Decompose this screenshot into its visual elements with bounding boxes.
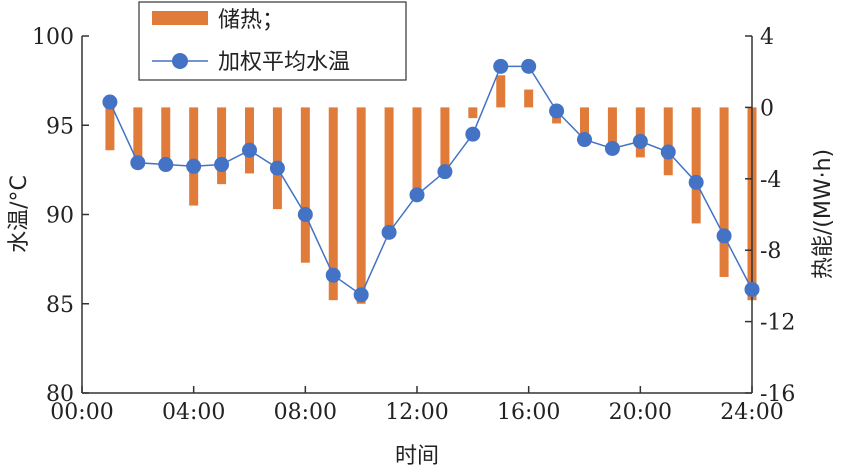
water-temp-point <box>325 267 341 283</box>
water-temp-point <box>632 133 648 149</box>
water-temp-point <box>577 132 592 148</box>
water-temp-point <box>549 103 565 119</box>
y-left-tick-label: 90 <box>46 204 74 229</box>
water-temp-point <box>102 94 118 110</box>
y-left-tick-label: 100 <box>32 25 74 50</box>
water-temp-point <box>465 126 481 142</box>
y-right-tick-label: -16 <box>760 382 795 407</box>
water-temp-point <box>493 58 509 74</box>
bars-layer <box>105 75 757 304</box>
water-temp-point <box>381 224 397 240</box>
x-tick-label: 20:00 <box>609 400 672 425</box>
water-temp-point <box>242 142 257 158</box>
legend-bar-swatch <box>152 11 208 25</box>
water-temp-point <box>158 157 174 173</box>
storage-bar <box>412 107 422 197</box>
storage-bar <box>496 75 506 108</box>
storage-bar <box>245 107 254 174</box>
ticks-layer: 00:00 04:00 08:00 12:00 16:00 20:00 24:00 80 85 9… <box>32 25 795 425</box>
x-tick-label: 00:00 <box>50 400 113 425</box>
x-tick-label: 08:00 <box>274 400 337 425</box>
water-temp-point <box>186 158 202 174</box>
axes-layer <box>81 36 753 394</box>
legend-line-marker <box>172 53 188 69</box>
storage-bar <box>356 107 366 304</box>
storage-bar <box>300 107 310 263</box>
legend: 储热； 加权平均水温 <box>138 1 407 81</box>
y-left-tick-label: 95 <box>46 114 74 139</box>
y-right-tick-label: -8 <box>760 239 781 264</box>
line-layer <box>102 58 760 303</box>
storage-bar <box>440 107 450 169</box>
storage-bar <box>691 107 701 224</box>
storage-bar <box>217 107 227 185</box>
y-right-axis-title: 热能/(MW·h) <box>811 149 836 279</box>
water-temp-point <box>521 58 537 74</box>
y-right-tick-label: 4 <box>760 25 774 50</box>
storage-bar <box>328 107 338 301</box>
legend-line-label: 加权平均水温 <box>218 50 350 75</box>
y-left-tick-label: 80 <box>46 382 74 407</box>
storage-bar <box>384 107 394 227</box>
water-temp-point <box>409 187 425 203</box>
storage-bar <box>468 107 478 119</box>
water-temp-point <box>214 157 230 173</box>
storage-bar <box>580 107 589 140</box>
y-right-tick-label: -4 <box>760 168 781 193</box>
water-temp-point <box>353 287 369 303</box>
water-temp-point <box>130 155 146 171</box>
y-right-tick-label: -12 <box>760 311 795 336</box>
y-left-tick-label: 85 <box>46 293 74 318</box>
water-temp-point <box>604 140 620 156</box>
water-temp-point <box>297 207 313 222</box>
water-temp-point <box>269 160 285 176</box>
storage-bar <box>105 107 115 151</box>
storage-bar <box>635 107 645 158</box>
water-temp-point <box>660 144 676 160</box>
storage-bar <box>719 107 729 277</box>
water-temp-point <box>744 281 760 297</box>
storage-bar <box>133 107 143 161</box>
water-temp-line <box>109 65 753 296</box>
water-temp-point <box>716 228 732 244</box>
storage-bar <box>524 89 534 108</box>
legend-bar-label: 储热； <box>218 8 284 33</box>
x-tick-label: 04:00 <box>162 400 225 425</box>
x-tick-label: 24:00 <box>720 400 783 425</box>
water-temp-point <box>688 174 704 190</box>
storage-bar <box>663 107 673 176</box>
water-temp-point <box>437 164 453 180</box>
y-right-tick-label: 0 <box>760 96 774 121</box>
storage-bar <box>189 107 199 206</box>
y-left-axis-title: 水温/°C <box>7 175 32 253</box>
x-tick-label: 12:00 <box>385 400 448 425</box>
storage-bar <box>272 107 282 210</box>
storage-bar <box>161 107 171 170</box>
storage-bar <box>607 107 617 149</box>
x-tick-label: 16:00 <box>497 400 560 425</box>
x-axis-title: 时间 <box>395 444 439 469</box>
